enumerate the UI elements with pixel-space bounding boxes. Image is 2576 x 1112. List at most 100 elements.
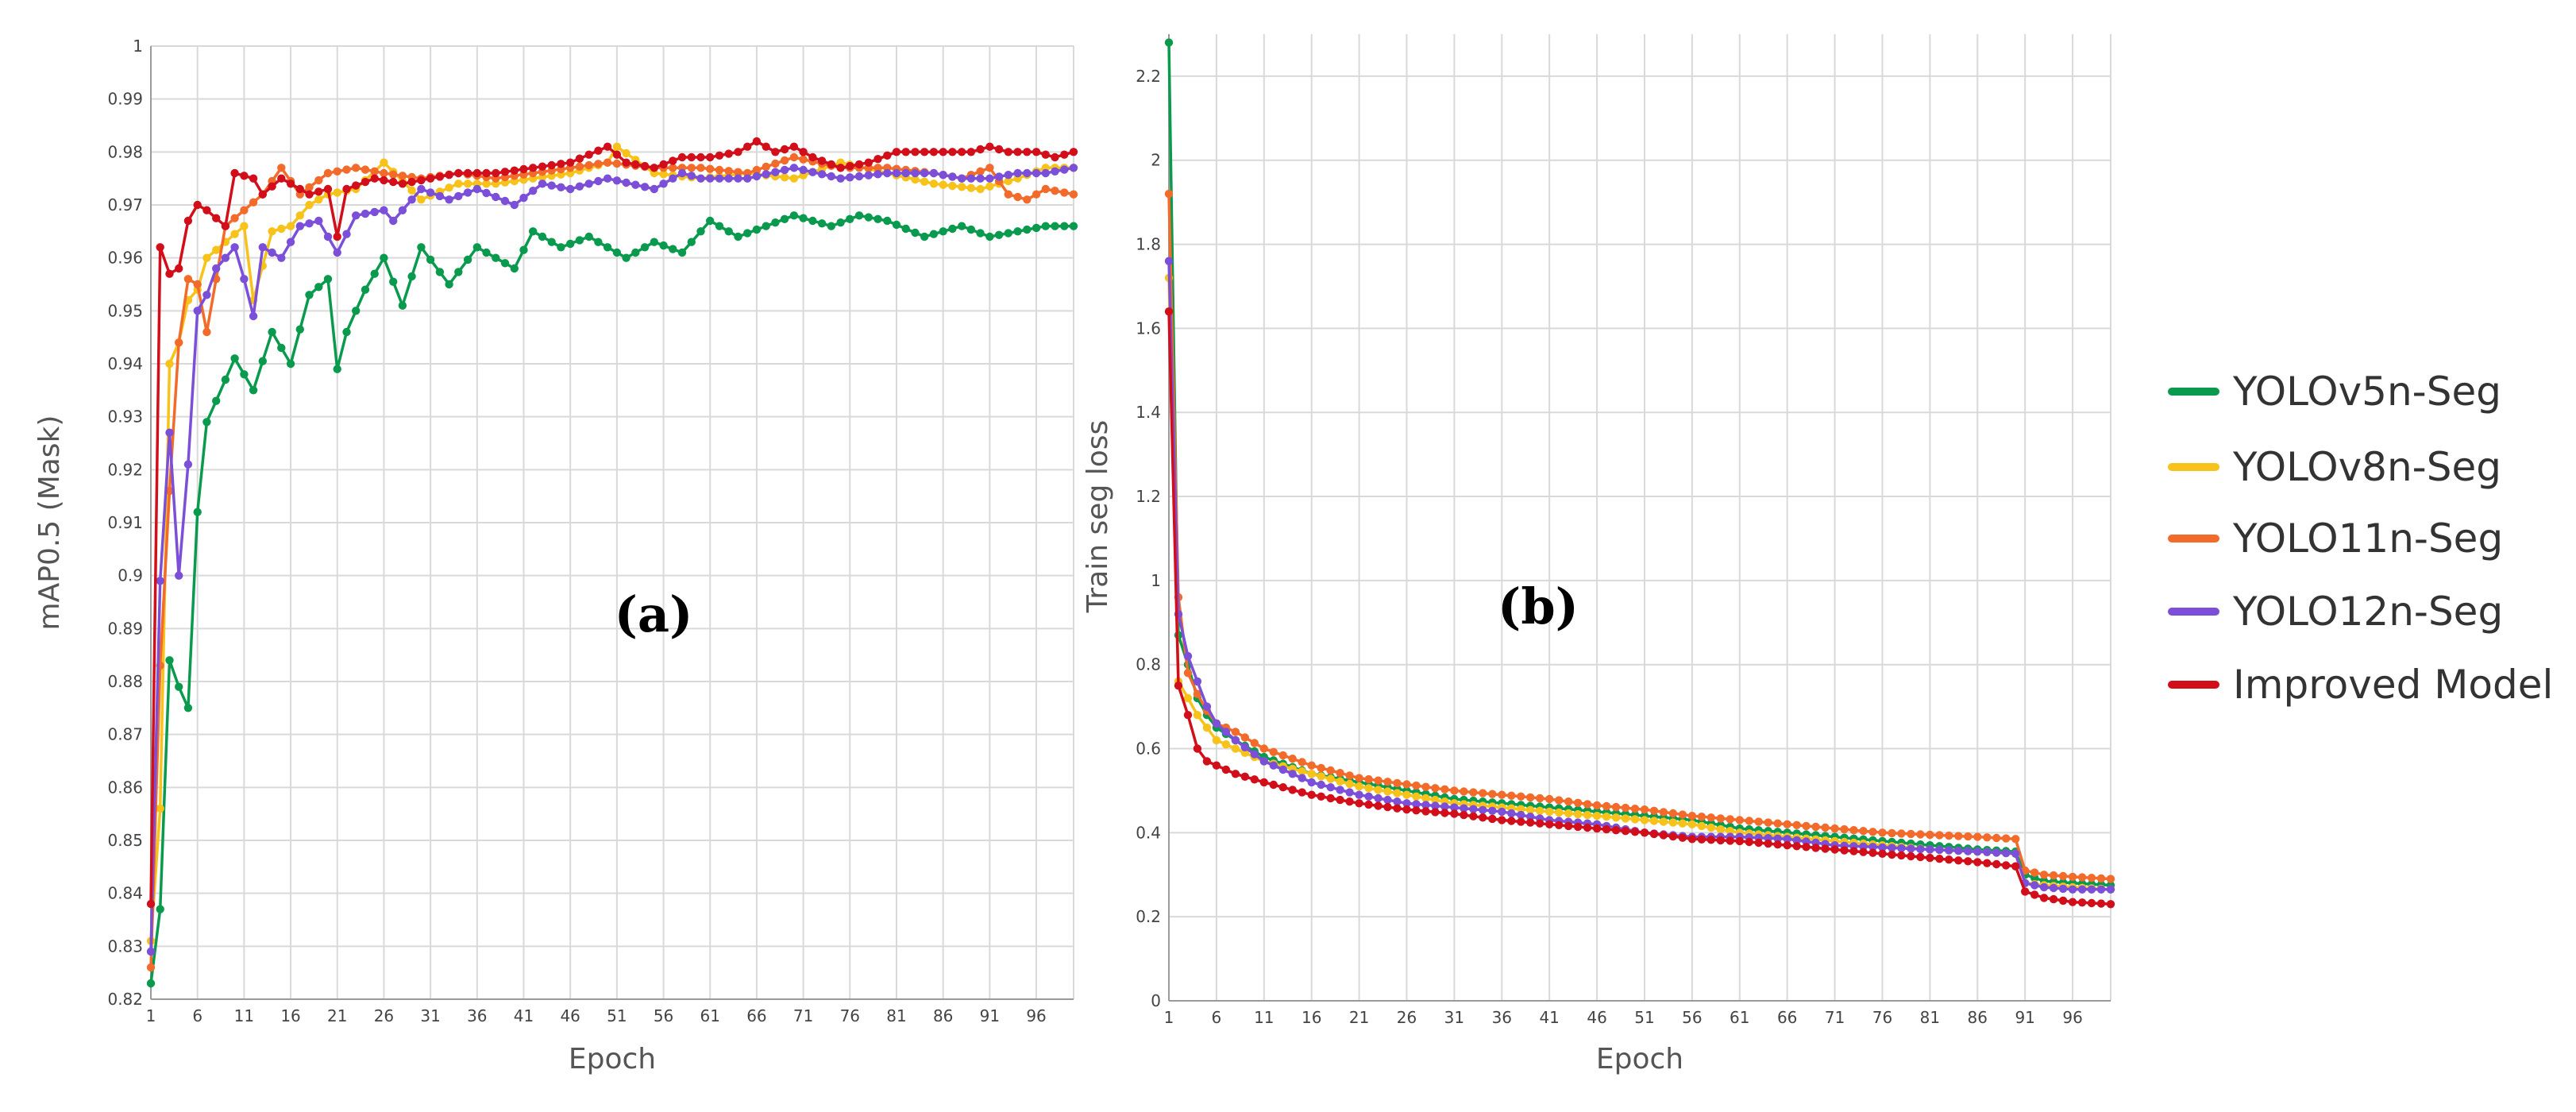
chart-a-point-yolo12n-seg: [333, 248, 341, 257]
chart-a-point-improved-model: [249, 174, 258, 183]
chart-b-point-yolo11n-seg: [1830, 824, 1839, 833]
chart-b-point-yolo12n-seg: [1231, 736, 1240, 745]
chart-b-plot-area: [1169, 34, 2111, 1001]
chart-b-point-yolov8n-seg: [1630, 815, 1640, 824]
chart-a-point-yolo12n-seg: [268, 248, 276, 257]
chart-b-point-yolo11n-seg: [1764, 818, 1772, 827]
chart-b-point-yolo12n-seg: [2068, 885, 2077, 894]
chart-a-point-yolov5n-seg: [230, 354, 239, 363]
chart-a-point-yolo11n-seg: [1032, 190, 1041, 199]
y-tick-label: 0.94: [107, 354, 143, 373]
chart-b-point-yolo11n-seg: [1460, 787, 1468, 796]
chart-a-point-improved-model: [510, 166, 519, 175]
chart-a-point-yolov5n-seg: [361, 285, 370, 294]
chart-b-point-yolo12n-seg: [1298, 774, 1306, 782]
chart-b-point-yolo12n-seg: [1498, 807, 1506, 817]
chart-b-point-improved-model: [1583, 823, 1592, 832]
chart-b-point-yolov8n-seg: [1536, 806, 1544, 815]
chart-b-point-improved-model: [1440, 809, 1449, 817]
chart-a-point-yolov8n-seg: [789, 174, 799, 183]
chart-a-point-yolov8n-seg: [305, 200, 314, 210]
chart-a-point-improved-model: [1032, 148, 1041, 156]
chart-a-point-yolo12n-seg: [566, 184, 575, 194]
chart-b-point-yolo11n-seg: [1726, 815, 1734, 824]
chart-a-point-improved-model: [883, 151, 892, 160]
chart-b-point-yolo12n-seg: [1393, 797, 1402, 806]
chart-b-point-yolo12n-seg: [2087, 885, 2096, 894]
chart-b-point-yolo11n-seg: [1821, 823, 1830, 832]
chart-a-point-yolo12n-seg: [500, 196, 510, 206]
chart-b-point-yolo12n-seg: [1916, 844, 1925, 854]
chart-a-point-improved-model: [920, 148, 929, 156]
chart-b-x-axis-label: Epoch: [1596, 1043, 1683, 1075]
chart-a-point-yolov5n-seg: [817, 219, 827, 228]
chart-b-point-improved-model: [1336, 795, 1344, 805]
chart-a-point-yolo12n-seg: [1023, 168, 1032, 178]
chart-a-point-yolo12n-seg: [575, 182, 584, 191]
chart-a-point-improved-model: [361, 177, 370, 187]
chart-a-point-improved-model: [417, 176, 426, 185]
chart-a-point-yolov5n-seg: [454, 268, 463, 276]
chart-a-point-yolo12n-seg: [976, 174, 985, 183]
chart-a-point-yolov5n-seg: [650, 237, 658, 246]
chart-a-point-improved-model: [314, 187, 323, 196]
chart-b-point-yolov8n-seg: [1317, 772, 1325, 781]
chart-b-point-improved-model: [1364, 800, 1373, 809]
chart-b-point-yolo12n-seg: [1479, 805, 1487, 814]
chart-b-point-yolo11n-seg: [2030, 868, 2039, 877]
chart-a-point-yolov5n-seg: [221, 375, 230, 384]
chart-b-point-yolo12n-seg: [2096, 885, 2106, 894]
chart-b-point-yolo11n-seg: [1745, 817, 1753, 825]
chart-a-point-yolo12n-seg: [715, 174, 724, 183]
x-tick-label: 46: [1587, 1008, 1606, 1027]
y-tick-label: 2.2: [1136, 67, 1161, 86]
x-tick-label: 51: [607, 1006, 627, 1025]
chart-a-point-improved-model: [1069, 148, 1078, 156]
chart-a-point-yolov5n-seg: [808, 216, 817, 226]
chart-a-point-yolov5n-seg: [249, 386, 258, 395]
chart-a-point-yolo12n-seg: [342, 230, 351, 238]
chart-a-point-improved-model: [156, 243, 164, 252]
chart-b-y-axis-label: Train seg loss: [1082, 420, 1114, 614]
chart-b-point-improved-model: [2030, 890, 2039, 899]
chart-a-point-improved-model: [939, 148, 947, 156]
chart-a-point-yolo12n-seg: [846, 173, 854, 182]
chart-b-point-improved-model: [1764, 839, 1772, 848]
chart-a-series-yolov5n-seg: [146, 211, 1078, 988]
chart-a-point-yolov8n-seg: [202, 253, 211, 262]
x-tick-label: 16: [1301, 1008, 1321, 1027]
chart-b-point-improved-model: [1431, 808, 1440, 817]
chart-a-point-improved-model: [538, 162, 547, 171]
chart-a-point-yolo12n-seg: [734, 174, 742, 183]
chart-a-point-yolo12n-seg: [966, 174, 976, 183]
chart-a-point-yolo12n-seg: [445, 195, 453, 204]
chart-b-point-yolo11n-seg: [1706, 813, 1715, 822]
chart-b-point-yolo12n-seg: [2077, 885, 2087, 894]
chart-b-point-yolo12n-seg: [1364, 792, 1373, 801]
chart-b-point-yolo11n-seg: [1288, 755, 1297, 763]
chart-b-point-yolo12n-seg: [1954, 846, 1963, 855]
chart-b-point-yolo12n-seg: [2058, 884, 2068, 894]
chart-a-point-improved-model: [752, 137, 762, 146]
chart-b-point-yolo12n-seg: [1221, 728, 1231, 736]
chart-a-point-improved-model: [901, 148, 910, 156]
x-tick-label: 51: [1634, 1008, 1654, 1027]
chart-b-point-improved-model: [1592, 824, 1602, 833]
chart-b-point-improved-model: [1726, 836, 1734, 845]
chart-a-point-improved-model: [463, 168, 472, 178]
chart-a-point-yolov5n-seg: [519, 245, 528, 254]
chart-b-point-yolo11n-seg: [1802, 821, 1811, 831]
chart-b-point-yolo12n-seg: [1897, 844, 1906, 853]
chart-b-point-improved-model: [1830, 845, 1839, 854]
chart-b-point-improved-model: [1602, 824, 1611, 834]
chart-b-point-yolo12n-seg: [1973, 848, 1982, 856]
chart-a-point-yolov5n-seg: [305, 291, 314, 299]
y-tick-label: 0.85: [107, 831, 143, 850]
chart-a-point-yolo11n-seg: [175, 338, 183, 347]
chart-b-point-yolov8n-seg: [1621, 814, 1630, 823]
chart-a-point-yolov5n-seg: [352, 307, 361, 315]
chart-a-point-improved-model: [743, 142, 752, 151]
chart-b-point-yolo11n-seg: [2087, 874, 2096, 882]
chart-a-point-yolo11n-seg: [202, 327, 211, 337]
chart-b-point-yolo11n-seg: [1374, 776, 1382, 785]
